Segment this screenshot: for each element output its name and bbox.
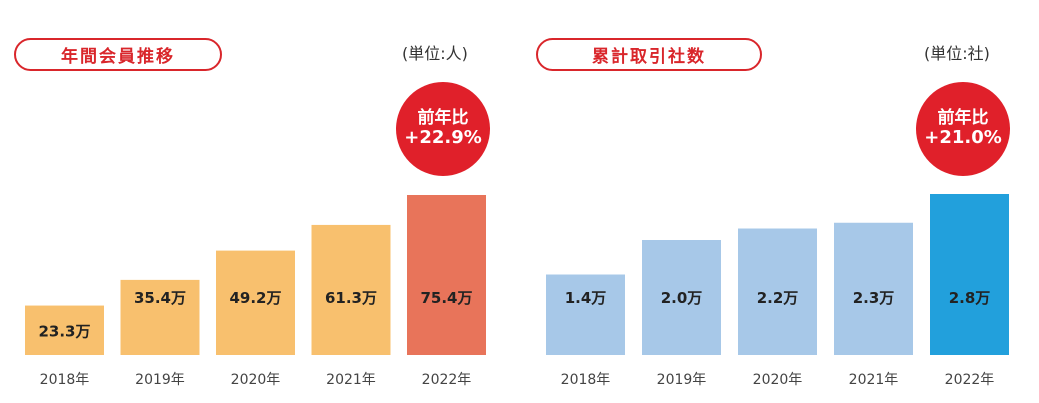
bar-2018年 xyxy=(25,305,104,355)
bar-2020年 xyxy=(216,250,295,355)
x-tick-label: 2020年 xyxy=(231,372,281,388)
bar-value-label: 2.2万 xyxy=(757,289,799,307)
bar-2019年 xyxy=(120,279,200,355)
yoy-badge-value: +21.0% xyxy=(924,127,1002,149)
bar-value-label: 35.4万 xyxy=(134,289,186,307)
yoy-badge-value: +22.9% xyxy=(404,127,482,149)
bar-2019年 xyxy=(642,240,721,355)
x-tick-label: 2018年 xyxy=(561,372,611,388)
bar-value-label: 75.4万 xyxy=(420,289,472,307)
bar-value-label: 1.4万 xyxy=(565,289,607,307)
chart-title: 年間会員推移 xyxy=(14,38,222,71)
yoy-badge-label: 前年比 xyxy=(417,107,469,128)
x-tick-label: 2019年 xyxy=(135,372,185,388)
bar-2021年 xyxy=(834,222,913,355)
yoy-badge: 前年比 +22.9% xyxy=(396,82,490,176)
chart-panel-cumulative-companies: 累計取引社数 (単位:社) 前年比 +21.0% 1.4万 2018年 2.0万 20… xyxy=(520,0,1020,403)
bar-value-label: 23.3万 xyxy=(38,322,90,340)
bar-2021年 xyxy=(311,224,391,355)
bar-value-label: 2.0万 xyxy=(661,289,703,307)
bar-2020年 xyxy=(738,228,817,355)
bar-value-label: 61.3万 xyxy=(325,289,377,307)
x-tick-label: 2021年 xyxy=(326,372,376,388)
bar-value-label: 2.8万 xyxy=(949,289,991,307)
x-tick-label: 2021年 xyxy=(849,372,899,388)
unit-note: (単位:社) xyxy=(924,44,990,63)
bar-value-label: 2.3万 xyxy=(853,289,895,307)
bar-chart-cumulative-companies: 1.4万 2018年 2.0万 2019年 2.2万 2020年 2.3万 2021年 2.8万… xyxy=(546,194,1009,388)
x-tick-label: 2018年 xyxy=(40,372,90,388)
yoy-badge: 前年比 +21.0% xyxy=(916,82,1010,176)
chart-panel-annual-members: 年間会員推移 (単位:人) 前年比 +22.9% 23.3万 2018年 35.4万… xyxy=(0,0,500,403)
x-tick-label: 2020年 xyxy=(753,372,803,388)
unit-note: (単位:人) xyxy=(402,44,468,63)
x-tick-label: 2022年 xyxy=(422,372,472,388)
yoy-badge-label: 前年比 xyxy=(937,107,989,128)
chart-title: 累計取引社数 xyxy=(536,38,762,71)
x-tick-label: 2019年 xyxy=(657,372,707,388)
bar-value-label: 49.2万 xyxy=(229,289,281,307)
x-tick-label: 2022年 xyxy=(945,372,995,388)
bar-chart-annual-members: 23.3万 2018年 35.4万 2019年 49.2万 2020年 61.3万 2021年… xyxy=(25,195,486,388)
bar-2022年 xyxy=(930,194,1009,355)
bar-2018年 xyxy=(546,274,625,355)
bar-2022年 xyxy=(407,195,486,355)
